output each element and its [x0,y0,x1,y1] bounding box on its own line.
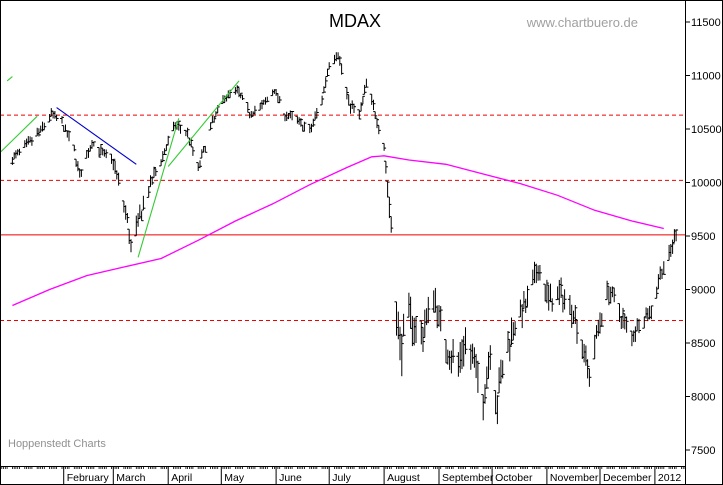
x-tick-label: November [550,472,599,484]
x-tick-label: December [603,472,652,484]
y-tick-label: 8000 [691,392,715,404]
x-tick-label: February [67,472,110,484]
resistance-trend-line [56,107,137,165]
x-tick-label: October [495,472,533,484]
x-tick-label: March [116,472,145,484]
y-tick-label: 10000 [691,178,722,190]
x-tick-label: June [279,472,302,484]
x-tick-label: August [387,472,420,484]
x-tick-label: 2012 [658,472,682,484]
y-tick-label: 11000 [691,71,721,83]
x-tick-label: September [442,472,494,484]
chart-title: MDAX [329,11,381,31]
x-tick-label: July [332,472,351,484]
support-trend-line [167,80,240,167]
support-trend-line [137,118,180,258]
y-tick-label: 7500 [691,445,715,457]
x-tick-label: May [224,472,245,484]
x-tick-label: April [171,472,192,484]
y-tick-label: 10500 [691,124,722,136]
data-credit: Hoppenstedt Charts [8,438,106,450]
y-tick-label: 9500 [691,231,715,243]
support-trend-line [0,115,38,153]
moving-average-line [12,155,664,307]
y-tick-label: 9000 [691,285,715,297]
y-tick-label: 11500 [691,17,721,29]
y-tick-label: 8500 [691,338,715,350]
source-watermark: www.chartbuero.de [526,15,638,30]
support-trend-line [6,76,13,82]
